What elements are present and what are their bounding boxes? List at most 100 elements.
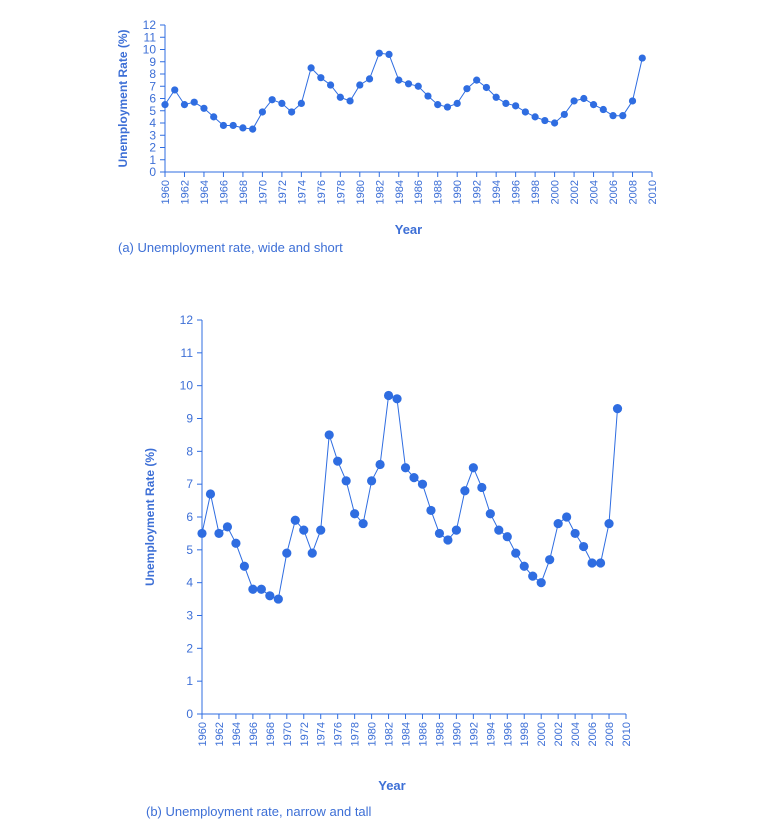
x-tick-label: 1994 [491, 180, 503, 204]
y-axis-title: Unemployment Rate (%) [116, 29, 130, 167]
y-tick-label: 2 [149, 141, 156, 155]
data-point [595, 558, 606, 568]
data-point [511, 548, 521, 558]
x-tick-label: 1998 [519, 722, 531, 746]
data-point [477, 482, 487, 493]
y-tick-label: 4 [186, 576, 193, 590]
data-point [409, 473, 419, 483]
data-point [519, 561, 529, 571]
data-point [512, 102, 520, 110]
y-axis-title: Unemployment Rate (%) [143, 448, 157, 586]
data-point [350, 509, 360, 519]
y-tick-label: 6 [186, 510, 193, 524]
x-tick-label: 1982 [374, 180, 386, 204]
x-tick-label: 1972 [277, 180, 289, 204]
data-point [288, 108, 296, 116]
x-tick-label: 1974 [316, 722, 328, 746]
data-point [417, 479, 428, 489]
data-point [219, 121, 228, 130]
data-point [385, 50, 393, 59]
x-tick-label: 2002 [569, 180, 581, 204]
data-point [210, 113, 218, 121]
data-point [229, 121, 237, 130]
x-tick-label: 1988 [434, 722, 446, 746]
data-point [404, 80, 413, 88]
data-point [299, 525, 309, 535]
data-point [383, 390, 394, 401]
x-tick-label: 2010 [647, 180, 659, 204]
data-point [290, 515, 300, 525]
y-tick-label: 12 [180, 313, 194, 327]
x-tick-label: 2004 [589, 180, 601, 204]
data-point [545, 555, 555, 565]
data-point [231, 538, 241, 548]
y-tick-label: 3 [186, 609, 193, 623]
x-tick-label: 1976 [333, 722, 345, 746]
data-point [551, 119, 559, 127]
data-point [258, 108, 266, 116]
data-point [307, 548, 317, 558]
data-point [468, 463, 478, 473]
data-point [356, 81, 364, 89]
y-tick-label: 5 [149, 104, 156, 118]
data-point [375, 459, 385, 470]
data-point [553, 518, 563, 529]
data-point [580, 94, 588, 103]
x-tick-label: 1964 [199, 180, 211, 204]
x-tick-label: 1992 [468, 722, 480, 746]
x-tick-label: 1984 [394, 180, 406, 204]
data-point [528, 571, 538, 581]
data-point [570, 528, 580, 539]
x-tick-label: 1992 [472, 180, 484, 204]
x-tick-label: 1968 [238, 180, 250, 204]
data-point [638, 54, 646, 62]
data-point [494, 525, 504, 535]
data-point [180, 101, 189, 109]
data-point [200, 104, 208, 112]
x-axis-title: Year [395, 222, 422, 237]
caption-a: (a) Unemployment rate, wide and short [118, 240, 343, 255]
series-line [201, 394, 618, 600]
x-tick-label: 1990 [452, 180, 464, 204]
data-point [485, 509, 495, 519]
data-point [222, 522, 233, 532]
data-point [531, 113, 539, 121]
data-point [395, 76, 403, 84]
data-point [609, 112, 617, 120]
y-tick-label: 12 [143, 18, 157, 32]
data-point [392, 394, 402, 404]
y-tick-label: 5 [186, 543, 193, 557]
data-point [619, 112, 627, 120]
x-tick-label: 1994 [485, 722, 497, 746]
y-tick-label: 4 [149, 116, 156, 130]
data-point [451, 525, 461, 535]
data-point [307, 64, 315, 72]
data-point [434, 528, 445, 539]
data-point [197, 528, 207, 539]
x-tick-label: 1980 [367, 722, 379, 746]
data-point [249, 125, 257, 133]
data-point [612, 404, 623, 414]
data-point [239, 124, 247, 132]
data-point [248, 584, 258, 594]
data-point [579, 541, 589, 552]
data-point [570, 97, 578, 105]
x-tick-label: 1988 [433, 180, 445, 204]
data-point [434, 101, 442, 109]
data-point [297, 99, 305, 107]
y-tick-label: 9 [149, 55, 156, 69]
data-point [424, 92, 432, 100]
x-tick-label: 1962 [214, 722, 226, 746]
data-point [358, 518, 368, 529]
x-tick-label: 1964 [231, 722, 243, 746]
y-tick-label: 10 [143, 43, 157, 57]
y-tick-label: 1 [186, 674, 193, 688]
x-tick-label: 1982 [384, 722, 396, 746]
data-point [492, 93, 500, 101]
x-tick-label: 1968 [265, 722, 277, 746]
x-tick-label: 1986 [417, 722, 429, 746]
data-point [473, 76, 481, 84]
x-tick-label: 1976 [316, 180, 328, 204]
data-point [265, 591, 275, 601]
